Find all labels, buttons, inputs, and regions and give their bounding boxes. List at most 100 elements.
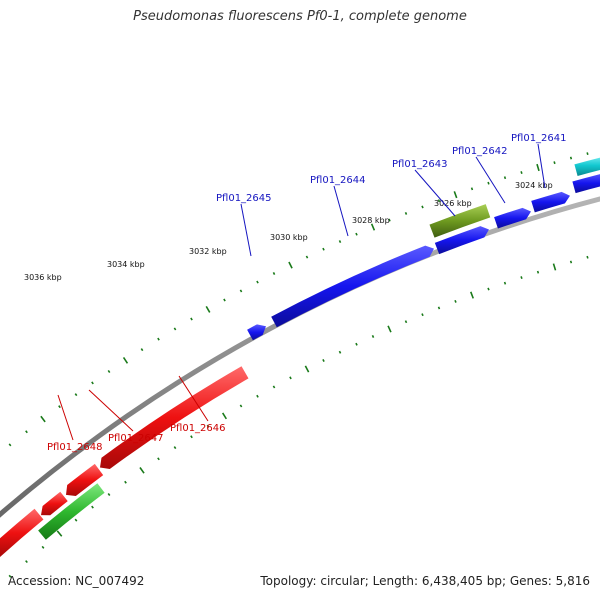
- gene-label: Pfl01_2647: [108, 433, 164, 444]
- scale-tick: [387, 325, 392, 333]
- scale-tick: [470, 291, 474, 299]
- scale-tick: [487, 181, 490, 185]
- scale-tick: [404, 211, 408, 215]
- scale-tick: [190, 435, 193, 439]
- scale-tick: [56, 530, 63, 537]
- label-leader: [57, 394, 74, 441]
- scale-tick: [338, 350, 342, 354]
- gene-label: Pfl01_2648: [47, 442, 103, 453]
- scale-tick: [221, 412, 228, 420]
- scale-tick: [91, 381, 94, 385]
- map-title: Pseudomonas fluorescens Pf0-1, complete …: [133, 9, 467, 24]
- scale-tick: [371, 335, 375, 338]
- scale-tick: [437, 199, 441, 203]
- scale-tick: [74, 393, 78, 397]
- scale-tick: [569, 156, 573, 160]
- forward-feature: [271, 245, 434, 328]
- scale-tick: [355, 232, 358, 236]
- scale-tick: [272, 385, 276, 389]
- scale-tick: [124, 480, 127, 484]
- label-leader: [537, 143, 546, 189]
- scale-tick: [569, 260, 573, 264]
- scale-tick: [206, 424, 210, 428]
- scale-tick: [41, 545, 45, 549]
- scale-tick: [107, 493, 111, 496]
- scale-tick: [289, 376, 292, 380]
- reverse-feature: [66, 463, 104, 497]
- scale-tick: [503, 281, 507, 285]
- scale-tick: [304, 365, 310, 373]
- label-leader: [475, 156, 506, 204]
- scale-tick: [322, 247, 325, 251]
- label-leader: [240, 203, 252, 257]
- forward-feature: [434, 226, 489, 255]
- scale-tick: [122, 357, 129, 364]
- scale-tick: [586, 152, 589, 156]
- scale-tick: [107, 370, 111, 373]
- gene-label: Pfl01_2646: [170, 423, 226, 434]
- scale-tick: [40, 415, 46, 423]
- scale-tick: [322, 359, 325, 362]
- genome-stats: Topology: circular; Length: 6,438,405 bp…: [260, 574, 590, 588]
- gene-label: Pfl01_2644: [310, 175, 366, 186]
- scale-tick: [205, 305, 211, 313]
- scale-tick: [190, 317, 193, 321]
- scale-tick: [256, 280, 259, 284]
- forward-feature: [531, 191, 570, 213]
- scale-tick: [91, 505, 94, 509]
- scale-tick: [58, 405, 61, 409]
- scale-tick: [272, 272, 276, 275]
- label-leader: [414, 169, 456, 217]
- scale-tick: [553, 161, 556, 165]
- scale-tick: [288, 261, 293, 269]
- scale-label: 3036 kbp: [24, 273, 62, 282]
- scale-tick: [370, 223, 376, 231]
- scale-tick: [552, 263, 557, 271]
- scale-tick: [25, 560, 28, 564]
- scale-tick: [520, 171, 523, 174]
- scale-label: 3028 kbp: [352, 216, 390, 225]
- forward-feature: [247, 324, 266, 341]
- scale-tick: [503, 176, 507, 180]
- green-feature: [38, 483, 105, 540]
- scale-tick: [404, 320, 408, 324]
- scale-tick: [338, 240, 342, 244]
- gene-label: Pfl01_2645: [216, 193, 272, 204]
- scale-tick: [453, 191, 458, 199]
- scale-tick: [223, 298, 226, 302]
- scale-tick: [470, 187, 474, 191]
- forward-feature: [494, 207, 531, 229]
- scale-tick: [157, 337, 160, 341]
- scale-tick: [454, 299, 457, 303]
- scale-tick: [355, 342, 358, 346]
- scale-tick: [173, 446, 177, 450]
- accession-label: Accession: NC_007492: [8, 574, 145, 588]
- scale-tick: [74, 518, 78, 522]
- label-leader: [333, 185, 349, 237]
- scale-tick: [139, 467, 145, 474]
- scale-tick: [8, 443, 12, 447]
- scale-tick: [239, 404, 243, 408]
- scale-label: 3026 kbp: [434, 199, 472, 208]
- scale-tick: [421, 205, 424, 209]
- scale-tick: [25, 430, 28, 434]
- scale-label: 3030 kbp: [270, 233, 308, 242]
- gene-label: Pfl01_2641: [511, 133, 567, 144]
- gene-label: Pfl01_2643: [392, 159, 448, 170]
- gene-label: Pfl01_2642: [452, 146, 508, 157]
- scale-tick: [487, 287, 490, 291]
- scale-tick: [437, 306, 441, 310]
- scale-tick: [421, 313, 424, 317]
- scale-tick: [305, 255, 309, 259]
- scale-label: 3032 kbp: [189, 247, 227, 256]
- cyan-feature: [574, 157, 600, 176]
- scale-label: 3024 kbp: [515, 181, 553, 190]
- scale-tick: [239, 289, 243, 293]
- forward-feature: [572, 174, 600, 194]
- scale-tick: [536, 270, 540, 274]
- scale-tick: [140, 348, 144, 352]
- scale-tick: [586, 255, 589, 259]
- label-leader: [88, 389, 134, 432]
- olive-feature: [429, 204, 491, 238]
